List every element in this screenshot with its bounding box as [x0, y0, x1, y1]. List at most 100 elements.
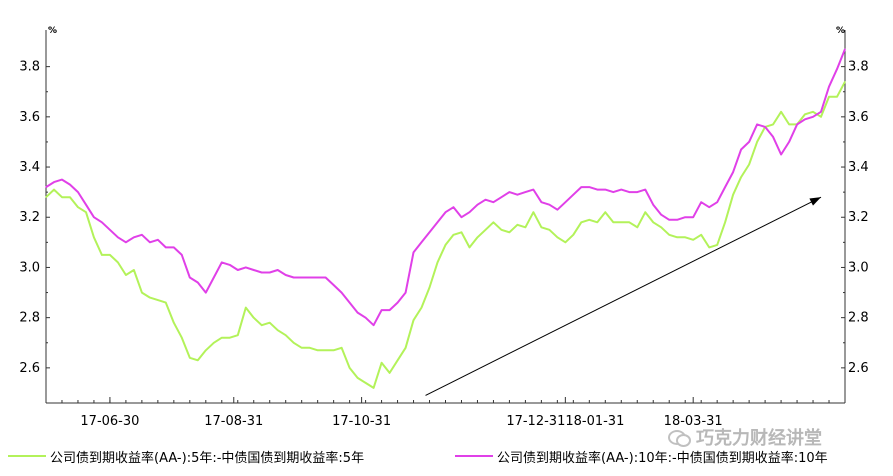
trend-arrow-head — [809, 197, 822, 206]
series-1-point — [197, 281, 199, 284]
series-0-point — [189, 357, 191, 359]
series-0-point — [381, 362, 383, 364]
series-1-point — [381, 309, 383, 311]
series-1-point — [452, 206, 455, 208]
series-0-point — [197, 359, 199, 361]
y-tick-label-right: 2.6 — [848, 361, 869, 376]
series-1-point — [748, 141, 750, 143]
x-tick-label: 17-10-31 — [332, 414, 391, 429]
series-0-point — [325, 349, 327, 351]
series-0-point — [468, 246, 471, 248]
series-0-point — [724, 221, 726, 223]
series-1-point — [213, 276, 215, 279]
series-1-point — [516, 194, 519, 196]
series-0-point — [173, 322, 175, 324]
series-0-point — [125, 274, 127, 276]
series-0-point — [716, 244, 718, 246]
series-0-point — [253, 317, 255, 319]
series-0-point — [628, 221, 630, 223]
series-0-point — [588, 219, 590, 221]
series-1-point — [676, 219, 678, 221]
series-0-point — [556, 236, 559, 238]
series-1-point — [788, 141, 790, 143]
series-0-point — [788, 123, 790, 125]
series-1-point — [245, 266, 247, 268]
series-0-point — [668, 234, 670, 236]
series-1-point — [61, 179, 63, 181]
y-tick-label-left: 3.2 — [19, 210, 40, 225]
series-0-point — [596, 221, 598, 223]
series-0-point — [540, 226, 543, 228]
series-0-point — [612, 221, 614, 223]
series-1-point — [317, 276, 319, 279]
series-1-point — [165, 246, 167, 248]
series-0-point — [548, 229, 551, 231]
y-tick-label-right: 2.8 — [848, 311, 869, 326]
legend-swatch-10y — [455, 455, 493, 457]
series-0-point — [516, 224, 519, 226]
series-1-point — [141, 234, 143, 236]
series-0-point — [532, 211, 535, 213]
series-1-point — [333, 284, 335, 286]
series-1-point — [644, 189, 646, 191]
series-0-point — [61, 196, 63, 198]
series-0-point — [460, 231, 463, 233]
x-tick-label: 17-12-3118-01-31 — [506, 414, 624, 429]
series-0-point — [341, 347, 343, 349]
y-tick-label-left: 3.8 — [19, 60, 40, 75]
series-1-point — [149, 241, 151, 243]
series-1-point — [780, 153, 782, 156]
series-1-point — [261, 271, 263, 274]
series-1-point — [205, 292, 207, 294]
y-tick-label-right: 3.8 — [848, 60, 869, 75]
series-1-point — [564, 201, 567, 203]
series-1-point — [508, 191, 510, 193]
series-0-point — [53, 189, 55, 191]
series-0-point — [620, 221, 622, 223]
legend-swatch-5y — [8, 455, 46, 457]
series-1-point — [45, 186, 47, 188]
series-1-point — [572, 194, 574, 196]
series-0-point — [141, 292, 143, 294]
series-0-point — [365, 382, 367, 384]
series-0-point — [181, 337, 183, 339]
series-0-point — [237, 334, 239, 336]
y-tick-label-left: 3.0 — [19, 260, 40, 275]
y-unit-right: % — [836, 26, 845, 36]
series-1-point — [596, 189, 598, 191]
series-1-point — [828, 86, 830, 88]
chart-annotation — [425, 196, 822, 396]
series-0-point — [756, 141, 758, 143]
series-1-point — [460, 216, 463, 218]
series-0-point — [261, 324, 263, 326]
series-1-point — [612, 191, 614, 193]
series-1-point — [796, 123, 798, 125]
series-0-point — [412, 319, 415, 321]
series-1-point — [700, 201, 702, 203]
series-1-point — [756, 123, 758, 125]
series-0-point — [349, 367, 351, 369]
series-0-point — [684, 236, 686, 238]
series-0-point — [452, 234, 455, 236]
series-1-point — [484, 199, 487, 201]
legend-item-5y: 公司债到期收益率(AA-):5年:-中债国债到期收益率:5年 — [8, 444, 364, 468]
series-1-point — [836, 68, 838, 70]
series-0-point — [213, 342, 215, 344]
series-0-point — [660, 226, 662, 228]
series-0-point — [389, 372, 391, 374]
series-1-point — [692, 216, 694, 218]
y-tick-label-left: 3.4 — [19, 160, 40, 175]
series-1-point — [540, 201, 543, 203]
series-1-point — [668, 219, 670, 221]
series-1-point — [420, 241, 423, 243]
series-1-point — [253, 269, 255, 271]
series-0-point — [780, 111, 782, 113]
series-1-point — [229, 264, 231, 266]
series-1-point — [820, 111, 822, 113]
series-1-point — [580, 186, 582, 188]
watermark: 巧克力财经讲堂 — [668, 424, 822, 450]
series-1-point — [428, 231, 431, 233]
legend-label-5y: 公司债到期收益率(AA-):5年:-中债国债到期收益率:5年 — [50, 450, 365, 466]
series-0-point — [221, 337, 223, 339]
series-1-point — [412, 251, 415, 253]
